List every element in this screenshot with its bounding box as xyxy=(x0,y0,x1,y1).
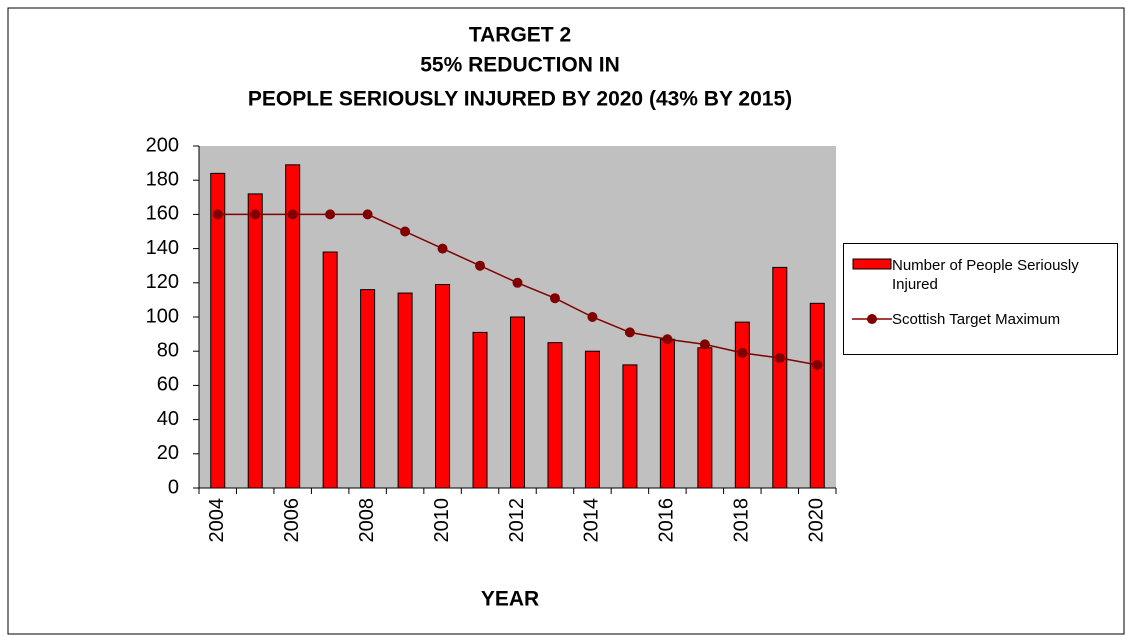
chart-border xyxy=(7,7,1125,635)
bar xyxy=(659,338,675,489)
x-tick-label: 2016 xyxy=(656,498,678,543)
line-marker xyxy=(287,209,298,220)
line-marker xyxy=(549,293,560,304)
line-marker xyxy=(737,347,748,358)
line-marker xyxy=(662,334,673,345)
line-marker xyxy=(400,226,411,237)
x-tick-label: 2014 xyxy=(581,498,603,543)
legend-label: Number of People Seriously Injured xyxy=(892,257,1079,293)
line-marker xyxy=(699,339,710,350)
y-tick-label: 40 xyxy=(157,408,179,430)
x-tick-label: 2018 xyxy=(731,498,753,543)
line-marker xyxy=(362,209,373,220)
x-tick-label: 2006 xyxy=(281,498,303,543)
bar xyxy=(622,364,638,489)
line-marker xyxy=(624,327,635,338)
y-tick-label: 100 xyxy=(146,305,179,327)
bar xyxy=(435,284,451,489)
x-axis-label: YEAR xyxy=(481,588,539,611)
bar xyxy=(584,350,600,489)
bar xyxy=(285,164,301,489)
legend-swatch xyxy=(852,258,892,270)
x-tick-label: 2008 xyxy=(356,498,378,543)
y-tick-label: 200 xyxy=(146,134,179,156)
bar xyxy=(547,342,563,489)
legend-item: Scottish Target Maximum xyxy=(852,310,1107,329)
bar xyxy=(510,316,525,489)
line-marker xyxy=(325,209,336,220)
line-marker xyxy=(475,260,486,271)
bar xyxy=(772,266,788,489)
bar xyxy=(322,251,338,489)
line-marker xyxy=(437,243,448,254)
y-tick-label: 0 xyxy=(168,476,179,498)
legend-swatch-box xyxy=(852,258,892,270)
x-tick-label: 2020 xyxy=(806,498,828,543)
legend: Number of People Seriously Injured Scott… xyxy=(843,243,1118,355)
bar xyxy=(397,292,413,489)
legend-swatch xyxy=(852,314,892,324)
y-tick-label: 120 xyxy=(146,271,179,293)
y-tick-label: 20 xyxy=(157,442,179,464)
legend-swatch-marker xyxy=(867,314,877,324)
bar xyxy=(210,172,226,489)
line-marker xyxy=(512,277,523,288)
line-marker xyxy=(212,209,223,220)
y-tick-label: 80 xyxy=(157,339,179,361)
line-marker xyxy=(250,209,261,220)
bar xyxy=(697,347,713,489)
chart-title: PEOPLE SERIOUSLY INJURED BY 2020 (43% BY… xyxy=(248,88,792,111)
y-tick-label: 60 xyxy=(157,374,179,396)
line-marker xyxy=(587,312,598,322)
y-tick-label: 140 xyxy=(146,237,179,259)
bar xyxy=(734,321,750,489)
bar xyxy=(809,302,825,489)
bar xyxy=(247,193,263,489)
line-marker xyxy=(774,353,785,364)
bar xyxy=(360,289,376,489)
chart-title: 55% REDUCTION IN xyxy=(420,54,620,77)
bar xyxy=(472,331,488,489)
chart-title: TARGET 2 xyxy=(469,24,571,47)
y-tick-label: 160 xyxy=(146,203,179,225)
line-marker xyxy=(812,359,823,370)
y-tick-label: 180 xyxy=(146,168,179,190)
x-tick-label: 2004 xyxy=(206,498,228,543)
legend-item: Number of People Seriously Injured xyxy=(852,256,1107,294)
x-tick-label: 2010 xyxy=(431,498,453,543)
legend-label: Scottish Target Maximum xyxy=(892,311,1061,328)
x-tick-label: 2012 xyxy=(506,498,528,543)
